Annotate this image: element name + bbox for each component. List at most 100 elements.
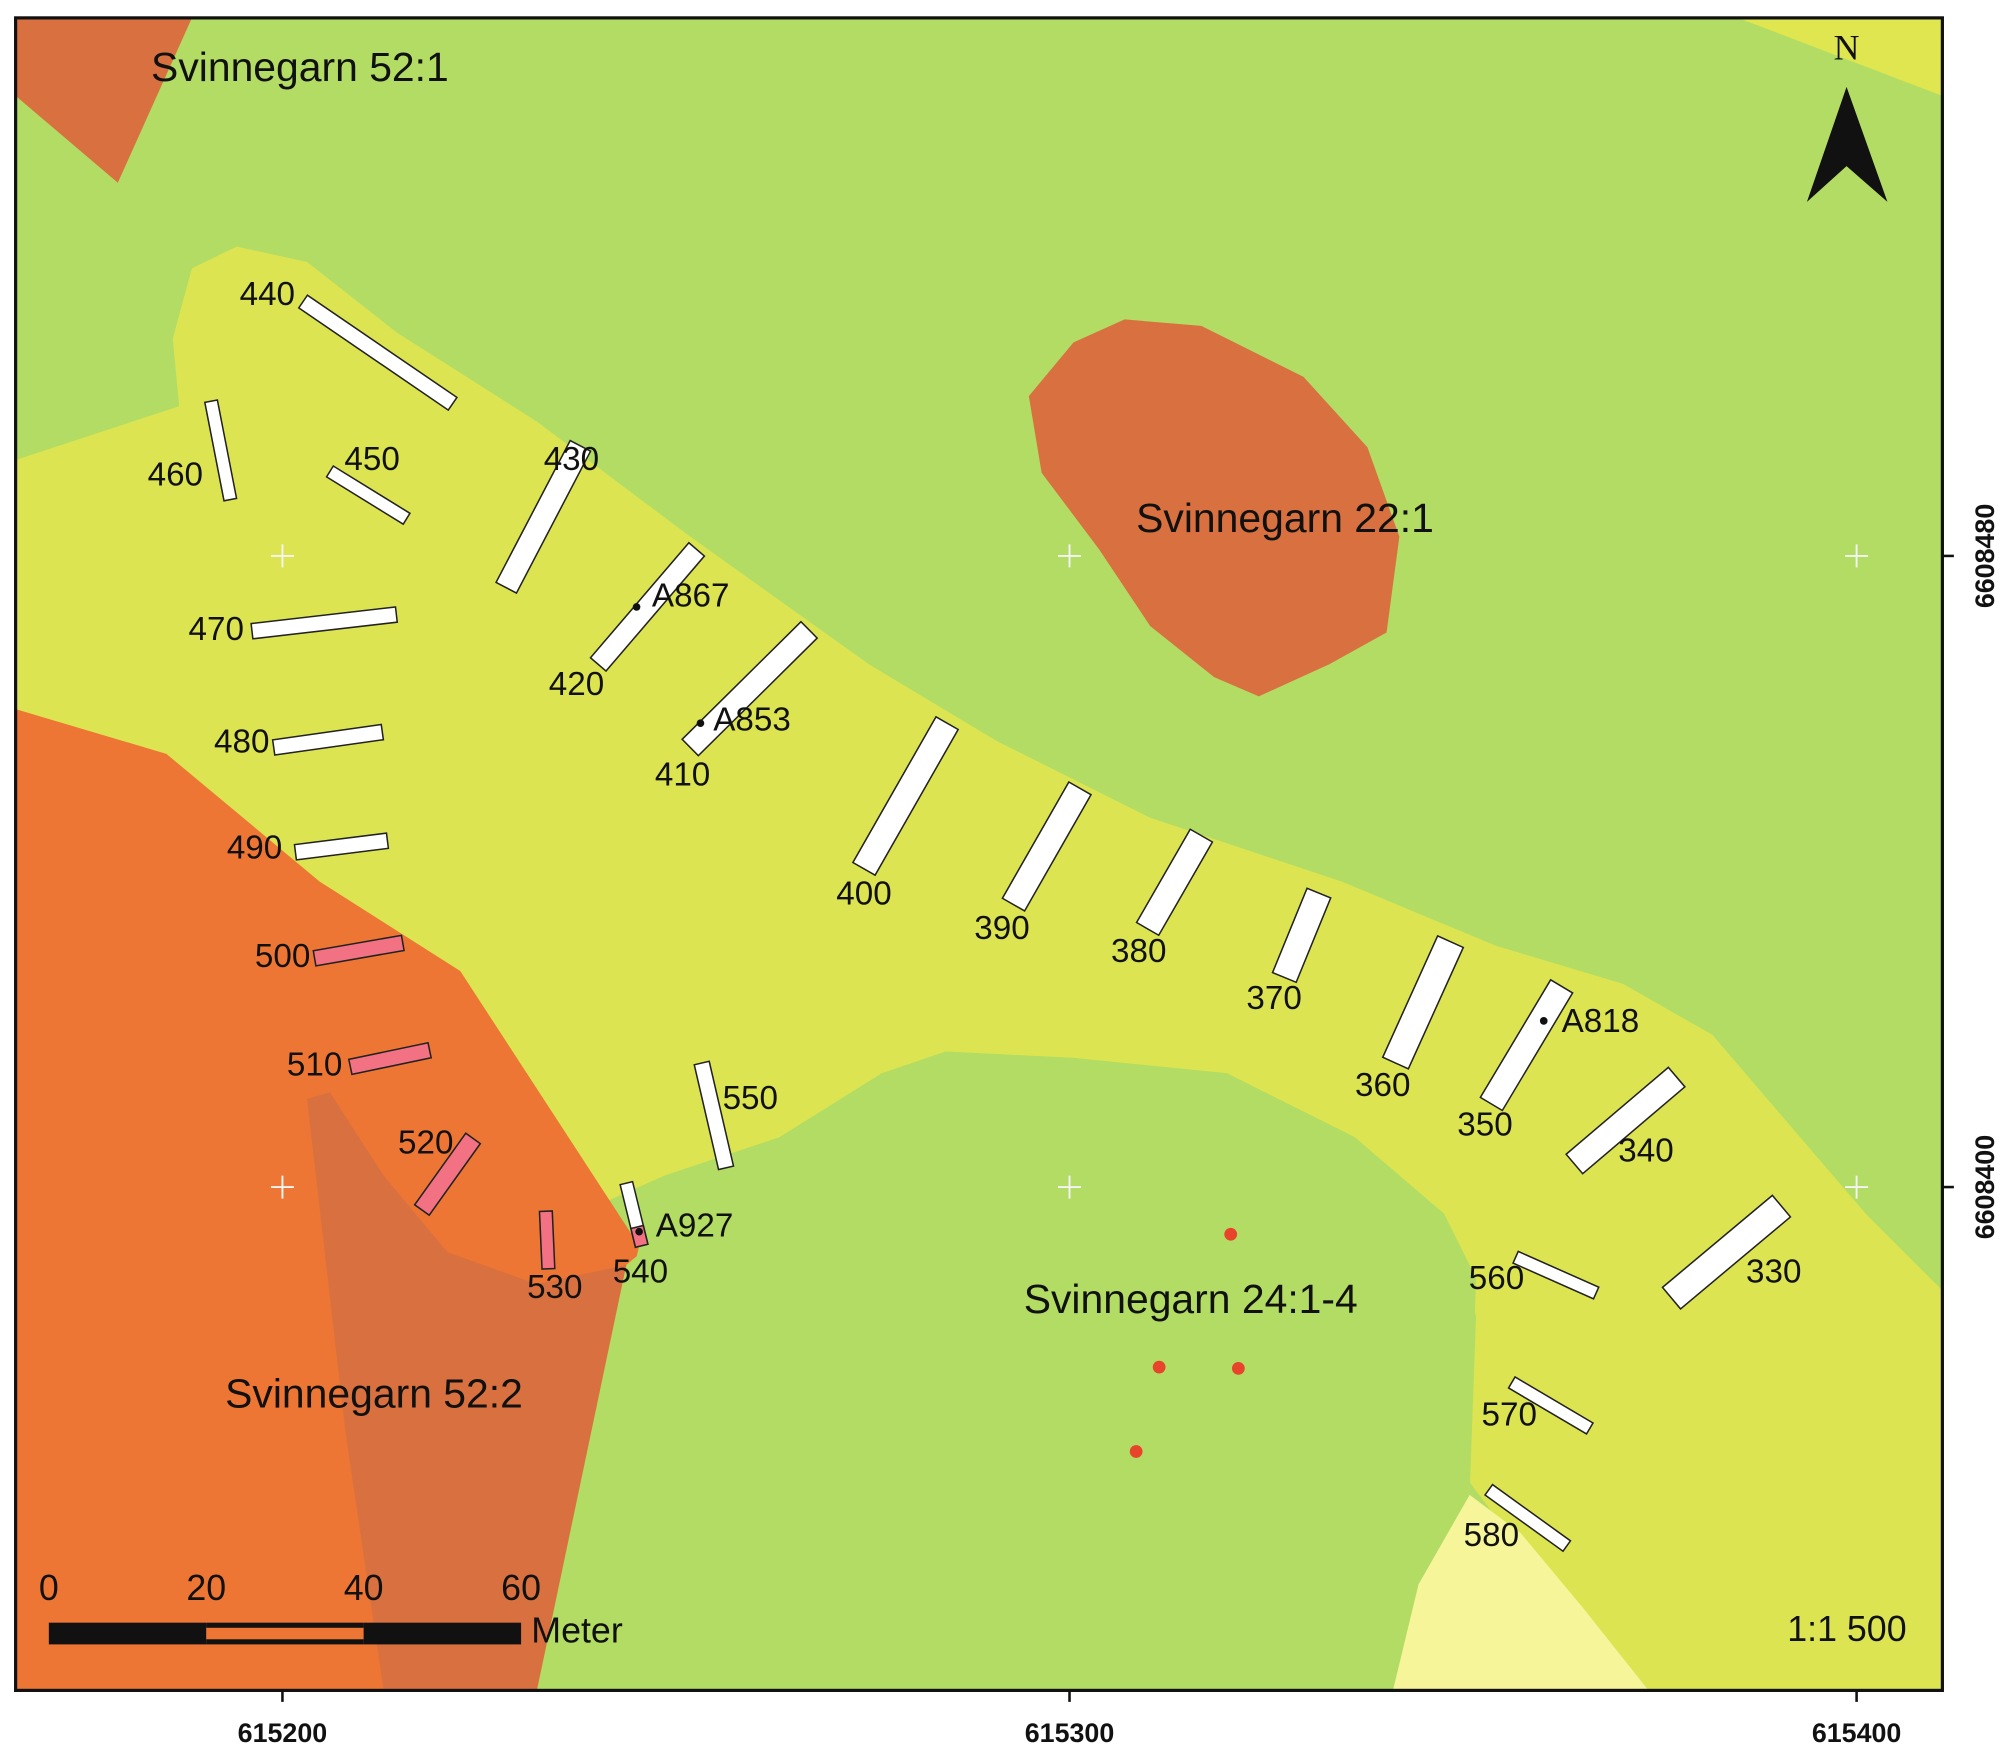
feature-label: A867: [652, 578, 730, 615]
grid-cross: [1845, 544, 1869, 568]
trench: [1661, 1194, 1792, 1310]
feature-label: A818: [1562, 1003, 1640, 1040]
trench-label: 450: [344, 441, 399, 478]
feature-label: A853: [713, 702, 791, 739]
trench: [681, 620, 819, 757]
scale-segment: [48, 1622, 207, 1645]
zone-brown-c: [1028, 319, 1400, 697]
trench: [1565, 1066, 1686, 1175]
trench: [203, 399, 238, 502]
zone-pale: [1392, 1494, 1649, 1691]
scale-tick-label: 40: [344, 1568, 384, 1608]
feature-dot: [696, 719, 705, 728]
trench-label: 400: [836, 875, 891, 912]
x-coord-label: 615400: [1812, 1718, 1902, 1748]
y-coord-label: 6608480: [1970, 504, 2000, 608]
scale-tick-label: 0: [39, 1568, 59, 1608]
trench-label: 510: [287, 1047, 342, 1084]
trench: [312, 934, 405, 967]
trench: [1512, 1250, 1600, 1300]
scale-ratio: 1:1 500: [1787, 1609, 1906, 1649]
place-label: Svinnegarn 52:2: [225, 1370, 523, 1416]
trench-label: 330: [1746, 1254, 1801, 1291]
trench-label: 410: [655, 757, 710, 794]
trench-label: 460: [148, 456, 203, 493]
find-dot: [1224, 1227, 1238, 1241]
trench: [851, 715, 960, 877]
feature-dot: [635, 1227, 643, 1236]
trench: [325, 464, 412, 526]
find-dot: [1129, 1445, 1143, 1458]
land-zones: [15, 17, 1943, 1691]
trench-label: 340: [1618, 1132, 1673, 1169]
trench: [347, 1041, 433, 1076]
trench-label: 560: [1469, 1260, 1524, 1297]
trench-label: 350: [1457, 1107, 1512, 1144]
trench-label: 470: [188, 611, 243, 648]
trench-label: 490: [227, 829, 282, 866]
trench-label: 420: [549, 666, 604, 703]
scale-tick-label: 20: [186, 1568, 226, 1608]
feature-dot: [1539, 1017, 1548, 1025]
y-coord-label: 6608400: [1970, 1135, 2000, 1239]
trench-label: 540: [613, 1254, 668, 1291]
find-dot: [1231, 1362, 1245, 1375]
trench: [1271, 887, 1332, 984]
trench: [413, 1132, 482, 1217]
feature-dot: [632, 603, 641, 611]
trench: [297, 294, 458, 412]
feature-label: A927: [656, 1208, 734, 1245]
trench: [1483, 1483, 1572, 1553]
zone-yellow-ne: [1737, 17, 1943, 96]
trench-label: 370: [1246, 980, 1301, 1017]
trench-label: 390: [974, 910, 1029, 947]
trench-label: 580: [1464, 1517, 1519, 1554]
grid-cross: [270, 1175, 294, 1199]
grid-cross: [1845, 1175, 1869, 1199]
trench: [1001, 780, 1093, 912]
x-coord-label: 615300: [1025, 1718, 1115, 1748]
trench-label: 520: [398, 1125, 453, 1162]
finds: [1129, 1227, 1245, 1458]
trench-label: 570: [1482, 1397, 1537, 1434]
trench: [293, 832, 390, 861]
trench-label: 530: [527, 1269, 582, 1306]
zone-brown-s: [306, 1092, 627, 1691]
scale-segment: [363, 1622, 522, 1645]
trench: [1507, 1375, 1595, 1436]
trench-label: 430: [544, 441, 599, 478]
trench-label: 550: [723, 1080, 778, 1117]
trench: [271, 723, 385, 756]
trench: [250, 606, 399, 640]
grid-cross: [1058, 544, 1082, 568]
grid-cross: [270, 544, 294, 568]
map-frame: [14, 16, 1944, 1692]
trench: [589, 541, 706, 673]
trench: [1479, 978, 1574, 1112]
scale-tick-label: 60: [501, 1568, 541, 1608]
trench: [693, 1060, 735, 1171]
trench-label: 440: [240, 276, 295, 313]
trench: [1381, 934, 1465, 1070]
zone-green-s: [536, 1051, 1477, 1691]
trench-label: 360: [1355, 1067, 1410, 1104]
north-label: N: [1834, 27, 1860, 67]
x-coord-label: 615200: [238, 1718, 328, 1748]
zone-yellow: [15, 246, 1943, 1691]
trench-label: 500: [255, 938, 310, 975]
map-content: Svinnegarn 52:1 Svinnegarn 22:1 Svinnegarn…: [148, 44, 1869, 1554]
trench: [538, 1210, 556, 1270]
place-label: Svinnegarn 52:1: [151, 44, 449, 90]
scale-segment-inner: [206, 1627, 364, 1640]
find-dot: [1152, 1360, 1166, 1374]
trench-label: 380: [1111, 933, 1166, 970]
place-label: Svinnegarn 22:1: [1136, 495, 1434, 541]
grid-cross: [1058, 1175, 1082, 1199]
trench: [495, 439, 592, 595]
trench-label: 480: [214, 723, 269, 760]
place-label: Svinnegarn 24:1-4: [1024, 1276, 1358, 1322]
trench: [1135, 828, 1214, 937]
scale-unit: Meter: [531, 1610, 623, 1650]
north-arrow: [1806, 86, 1888, 202]
